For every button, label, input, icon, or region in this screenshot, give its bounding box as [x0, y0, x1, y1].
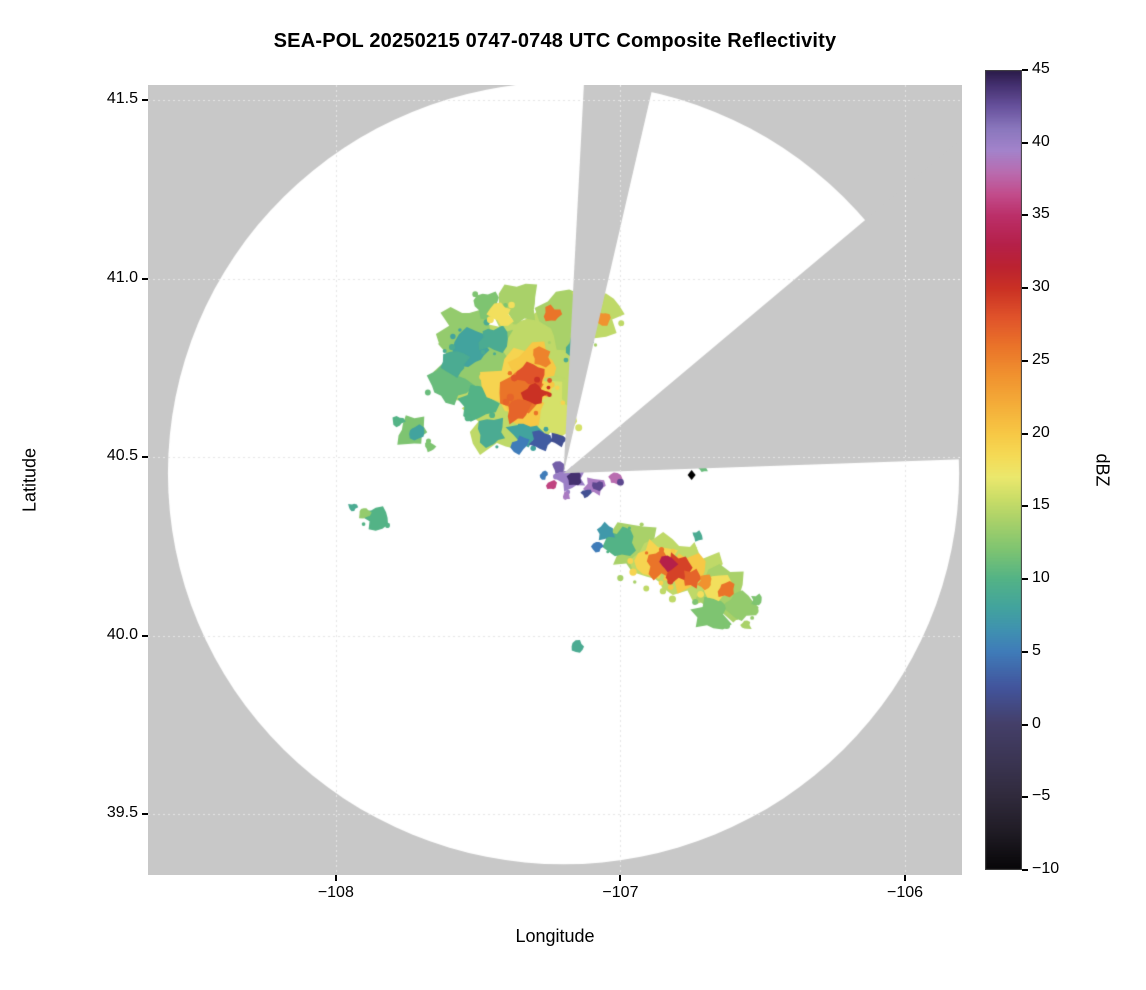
x-tick-mark [904, 875, 907, 881]
y-tick-label: 40.0 [106, 625, 138, 643]
y-tick-label: 41.5 [106, 90, 138, 107]
colorbar-tick-label: 10 [1032, 569, 1050, 587]
colorbar-tick-mark [1022, 869, 1028, 871]
y-tick-label: 39.5 [106, 804, 138, 822]
y-tick-mark [142, 277, 148, 280]
radar-plot-canvas [148, 85, 962, 875]
colorbar-tick-label: 25 [1032, 350, 1050, 368]
colorbar-tick-mark [1022, 359, 1028, 362]
colorbar-tick-mark [1022, 796, 1028, 799]
x-tick-label: −108 [317, 884, 354, 901]
y-axis-label: Latitude [19, 447, 40, 513]
colorbar-label: dBZ [1092, 453, 1113, 487]
colorbar-tick-label: 35 [1032, 205, 1050, 223]
colorbar-tick-mark [1022, 432, 1028, 435]
colorbar-tick-mark [1022, 141, 1028, 144]
y-tick-mark [142, 456, 148, 459]
y-tick-mark [142, 813, 148, 816]
colorbar-tick-label: 20 [1032, 423, 1050, 441]
colorbar-tick-mark [1022, 69, 1028, 71]
colorbar [985, 70, 1022, 870]
colorbar-tick-label: 5 [1032, 641, 1041, 659]
colorbar-tick-label: −10 [1032, 860, 1060, 877]
colorbar-tick-label: 40 [1032, 132, 1050, 150]
colorbar-tick-label: −5 [1032, 787, 1051, 805]
colorbar-tick-mark [1022, 723, 1028, 726]
colorbar-tick-mark [1022, 287, 1028, 290]
y-tick-mark [142, 634, 148, 637]
colorbar-tick-label: 15 [1032, 496, 1050, 514]
y-tick-label: 40.5 [106, 447, 138, 465]
colorbar-tick-label: 0 [1032, 714, 1041, 732]
colorbar-tick-label: 30 [1032, 278, 1050, 296]
colorbar-tick-mark [1022, 214, 1028, 217]
colorbar-tick-label: 45 [1032, 60, 1050, 77]
x-tick-label: −106 [887, 884, 924, 901]
x-tick-mark [619, 875, 622, 881]
x-axis-label: Longitude [515, 926, 595, 946]
y-tick-label: 41.0 [106, 268, 138, 286]
x-tick-label: −107 [602, 884, 639, 901]
chart-title: SEA-POL 20250215 0747-0748 UTC Composite… [273, 30, 837, 52]
colorbar-tick-mark [1022, 578, 1028, 581]
colorbar-tick-mark [1022, 650, 1028, 653]
y-tick-mark [142, 99, 148, 101]
colorbar-tick-mark [1022, 505, 1028, 508]
x-tick-mark [334, 875, 337, 881]
